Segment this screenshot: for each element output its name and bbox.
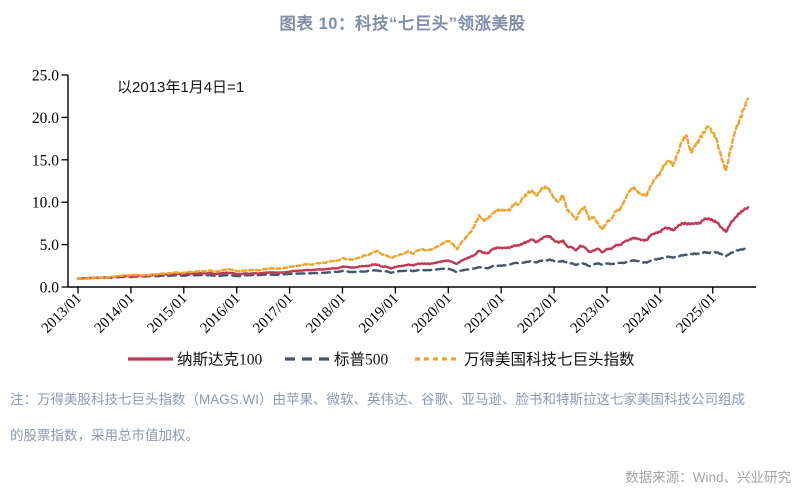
series-line-mag7 [76, 97, 750, 280]
x-axis-tick-label: 2016/01 [197, 291, 243, 337]
data-source-label: 数据来源：Wind、兴业研究 [625, 470, 791, 485]
x-axis-tick-label: 2021/01 [462, 291, 508, 337]
x-axis-tick-label: 2019/01 [356, 291, 402, 337]
x-axis-tick-label: 2022/01 [515, 291, 561, 337]
footnote-line-2: 的股票指数，采用总市值加权。 [10, 428, 199, 443]
x-axis-tick-label: 2024/01 [621, 291, 667, 337]
chart-title: 图表 10：科技“七巨头”领涨美股 [279, 15, 526, 33]
x-axis-tick-label: 2018/01 [303, 291, 349, 337]
y-axis-tick-label: 5.0 [40, 237, 60, 254]
series-line-nasdaq100 [76, 206, 750, 280]
x-axis-tick-label: 2013/01 [39, 291, 85, 337]
y-axis-tick-label: 25.0 [32, 68, 59, 85]
legend-label-nasdaq100: 纳斯达克100 [177, 351, 263, 369]
x-axis-tick-label: 2023/01 [568, 291, 614, 337]
y-axis-tick-label: 0.0 [40, 280, 60, 297]
legend-label-sp500: 标普500 [334, 351, 389, 369]
y-axis-tick-label: 15.0 [32, 152, 59, 169]
series-line-sp500 [76, 246, 750, 280]
x-axis-tick-label: 2025/01 [673, 291, 719, 337]
x-axis-tick-label: 2017/01 [250, 291, 296, 337]
x-axis-tick-label: 2020/01 [409, 291, 455, 337]
footnote: 注：万得美股科技七巨头指数（MAGS.WI）由苹果、微软、英伟达、谷歌、亚马逊、… [10, 388, 797, 444]
x-axis-tick-label: 2015/01 [145, 291, 191, 337]
index-base-annotation: 以2013年1月4日=1 [117, 79, 245, 96]
y-axis-tick-label: 20.0 [32, 110, 59, 127]
legend-label-mag7: 万得美国科技七巨头指数 [464, 351, 635, 369]
y-axis-tick-label: 10.0 [32, 195, 59, 212]
footnote-line-1: 注：万得美股科技七巨头指数（MAGS.WI）由苹果、微软、英伟达、谷歌、亚马逊、… [10, 392, 745, 407]
x-axis-tick-label: 2014/01 [92, 291, 138, 337]
